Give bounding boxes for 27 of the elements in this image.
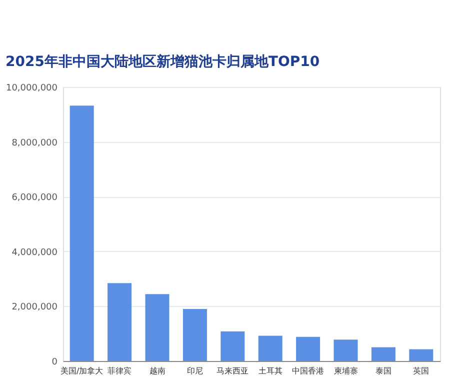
x-tick-label: 中国香港	[292, 366, 324, 376]
x-tick-label: 菲律宾	[108, 366, 132, 376]
bar	[145, 294, 170, 361]
x-tick-label: 越南	[149, 366, 166, 376]
y-tick-label: 6,000,000	[12, 193, 58, 204]
x-tick-label: 英国	[413, 366, 430, 376]
x-tick-label: 印尼	[186, 366, 203, 376]
x-tick-label: 马来西亚	[216, 366, 249, 376]
chart-title: 2025年非中国大陆地区新增猫池卡归属地TOP10	[5, 53, 320, 70]
bar	[70, 106, 94, 361]
y-tick-label: 10,000,000	[6, 84, 58, 94]
x-tick-label: 土耳其	[258, 366, 282, 376]
x-tick-label: 泰国	[375, 366, 392, 376]
x-tick-label: 美国/加拿大	[60, 366, 104, 376]
y-tick-label: 8,000,000	[12, 138, 58, 148]
bar	[258, 336, 282, 361]
bar	[409, 349, 434, 361]
bar	[108, 283, 132, 361]
bar	[296, 336, 320, 361]
x-tick-label: 柬埔寨	[334, 366, 358, 376]
y-tick-label: 2,000,000	[12, 302, 58, 313]
bar	[182, 308, 207, 361]
y-tick-label: 0	[52, 358, 58, 368]
bar	[220, 331, 245, 361]
y-tick-label: 4,000,000	[12, 248, 58, 258]
bar	[371, 347, 396, 361]
bar	[334, 340, 358, 361]
